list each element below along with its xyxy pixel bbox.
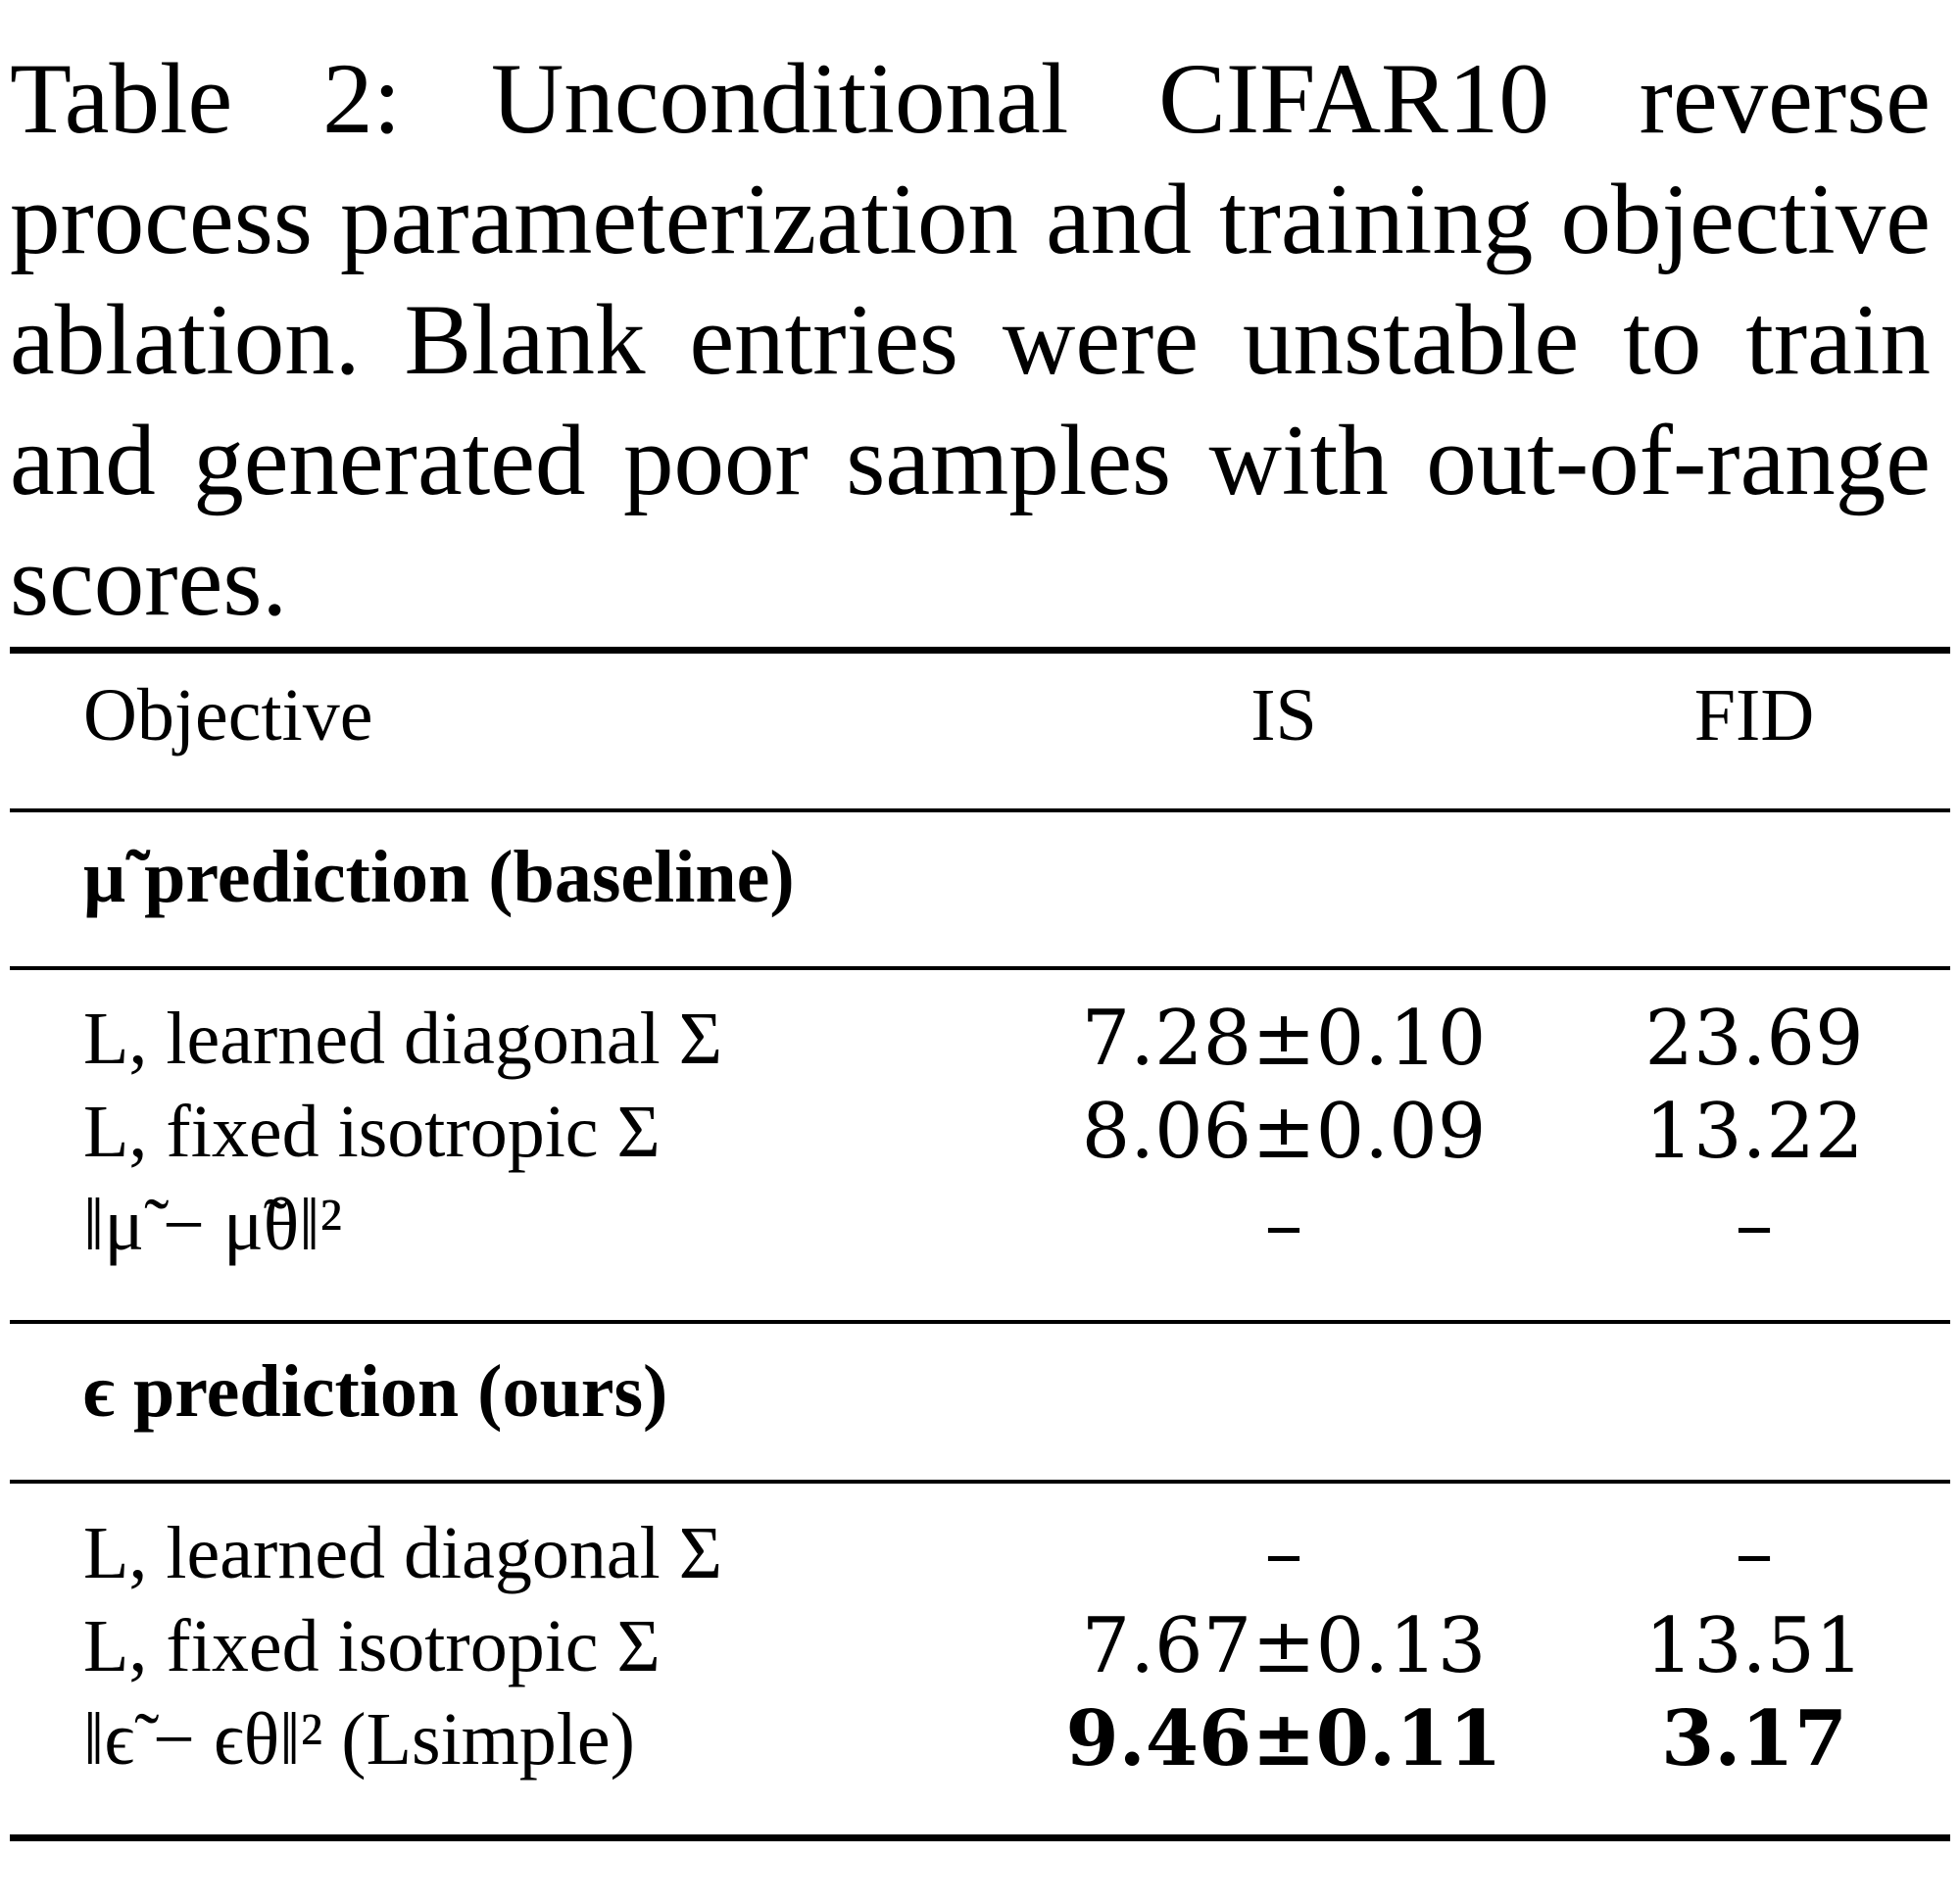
fid-cell: 23.69 [1644,995,1864,1083]
objective-cell: L, fixed isotropic Σ [83,1091,661,1173]
is-cell: 7.28±0.10 [1081,995,1487,1083]
is-cell: – [1264,1509,1303,1597]
top-rule [10,647,1950,654]
fid-cell: – [1735,1181,1774,1269]
is-cell: 8.06±0.09 [1081,1088,1487,1176]
header-fid: FID [1693,674,1815,757]
section-title-ours: ϵ prediction (ours) [83,1350,668,1433]
fid-cell: 13.22 [1644,1088,1864,1176]
group-rule [10,1320,1950,1324]
objective-cell: L, learned diagonal Σ [83,1512,722,1594]
section-rule-ours [10,1480,1950,1484]
objective-cell: ‖μ̃ − μ̃θ‖² [83,1184,343,1266]
section-title-baseline: μ̃ prediction (baseline) [83,836,795,918]
objective-cell: ‖ϵ̃ − ϵθ‖² (Lsimple) [83,1698,635,1781]
header-objective: Objective [83,674,373,757]
fid-cell-best: 3.17 [1661,1694,1847,1783]
table-caption: Table 2: Unconditional CIFAR10 reverse p… [10,43,1931,637]
ablation-table: Objective IS FID μ̃ prediction (baseline… [10,647,1950,1862]
fid-cell: 13.51 [1644,1602,1864,1690]
is-cell: 7.67±0.13 [1081,1602,1487,1690]
objective-cell: L, learned diagonal Σ [83,998,722,1080]
section-rule-baseline [10,966,1950,970]
objective-cell: L, fixed isotropic Σ [83,1605,661,1687]
is-cell: – [1264,1181,1303,1269]
header-rule [10,808,1950,812]
header-is: IS [1250,674,1317,757]
bottom-rule [10,1834,1950,1841]
is-cell-best: 9.46±0.11 [1065,1694,1502,1783]
fid-cell: – [1735,1509,1774,1597]
